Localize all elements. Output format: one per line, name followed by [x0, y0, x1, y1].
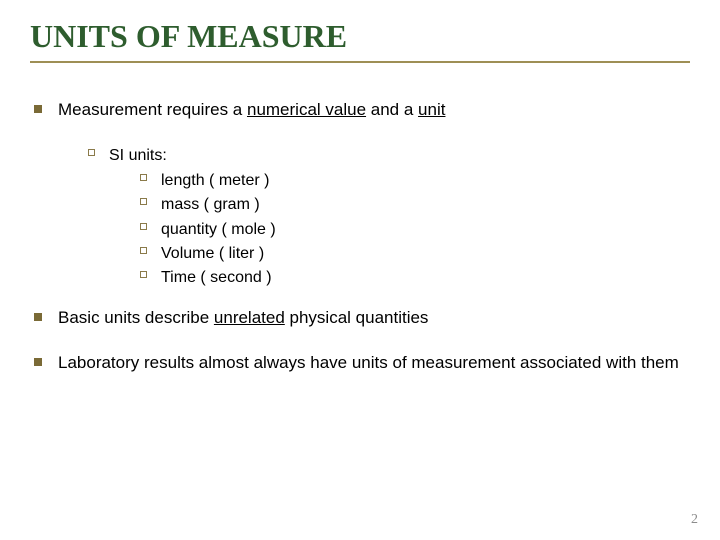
page-number: 2 [691, 512, 698, 528]
text-underline: unit [418, 100, 445, 119]
square-bullet-icon [34, 358, 42, 366]
square-bullet-icon [34, 105, 42, 113]
square-outline-bullet-icon [88, 149, 95, 156]
bullet-text: Laboratory results almost always have un… [58, 352, 679, 375]
bullet-lvl3: quantity ( mole ) [140, 218, 690, 241]
text-fragment: Basic units describe [58, 308, 214, 327]
bullet-text: mass ( gram ) [161, 193, 260, 216]
bullet-lvl3: mass ( gram ) [140, 193, 690, 216]
bullet-lvl1: Measurement requires a numerical value a… [34, 99, 690, 122]
slide: UNITS OF MEASURE Measurement requires a … [0, 0, 720, 540]
square-outline-bullet-icon [140, 223, 147, 230]
bullet-lvl3: length ( meter ) [140, 169, 690, 192]
bullet-lvl1: Basic units describe unrelated physical … [34, 307, 690, 330]
square-bullet-icon [34, 313, 42, 321]
slide-content: Measurement requires a numerical value a… [30, 63, 690, 375]
text-fragment: Measurement requires a [58, 100, 247, 119]
square-outline-bullet-icon [140, 198, 147, 205]
bullet-text: Basic units describe unrelated physical … [58, 307, 428, 330]
bullet-lvl3: Time ( second ) [140, 266, 690, 289]
bullet-lvl2: SI units: [88, 144, 690, 167]
text-fragment: physical quantities [285, 308, 429, 327]
square-outline-bullet-icon [140, 174, 147, 181]
bullet-text: length ( meter ) [161, 169, 269, 192]
bullet-lvl1: Laboratory results almost always have un… [34, 352, 690, 375]
bullet-text: quantity ( mole ) [161, 218, 276, 241]
bullet-text: Measurement requires a numerical value a… [58, 99, 445, 122]
bullet-lvl3: Volume ( liter ) [140, 242, 690, 265]
bullet-text: Volume ( liter ) [161, 242, 264, 265]
slide-title: UNITS OF MEASURE [30, 18, 690, 63]
text-fragment: and a [366, 100, 418, 119]
square-outline-bullet-icon [140, 247, 147, 254]
text-underline: unrelated [214, 308, 285, 327]
text-underline: numerical value [247, 100, 366, 119]
square-outline-bullet-icon [140, 271, 147, 278]
bullet-block-1: Measurement requires a numerical value a… [34, 99, 690, 289]
bullet-text: SI units: [109, 144, 167, 167]
bullet-text: Time ( second ) [161, 266, 272, 289]
